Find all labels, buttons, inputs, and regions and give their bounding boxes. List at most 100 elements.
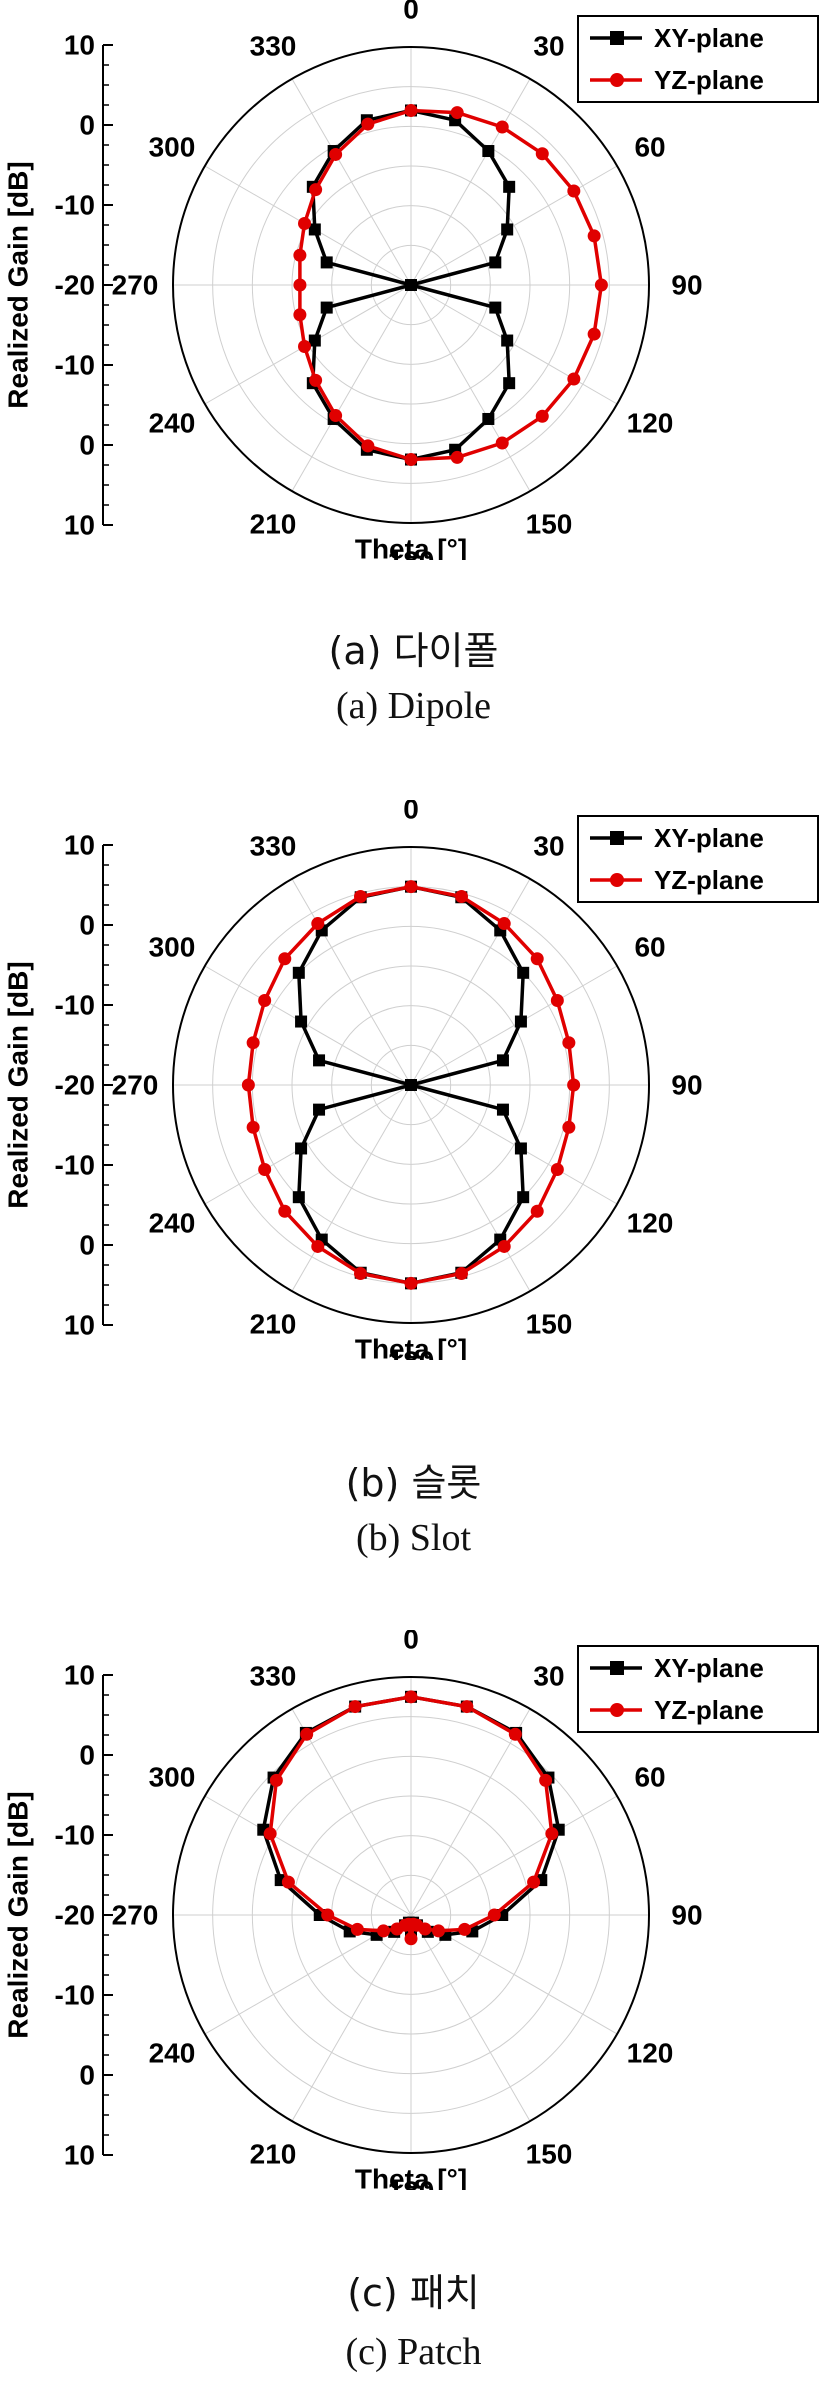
marker-yz-plane [361, 439, 375, 453]
angle-label-180: 180 [388, 546, 435, 561]
legend-marker-yz-plane [610, 73, 624, 87]
radial-tick-label: 0 [79, 1230, 95, 1261]
angle-label-270: 270 [112, 1070, 159, 1101]
grid-spoke [410, 965, 618, 1086]
radial-tick-label: -10 [55, 1980, 95, 2011]
marker-yz-plane [353, 1267, 367, 1281]
polar-chart-dipole: 0 30 60 90 120 150 180 210 240 270 300 330 10 0 -10 -20… [3, 0, 819, 561]
angle-label-150: 150 [526, 1309, 573, 1340]
marker-yz-plane [567, 372, 581, 386]
marker-yz-plane [321, 1908, 335, 1922]
polar-outer-ring [172, 46, 650, 524]
angle-label-30: 30 [533, 30, 564, 61]
radial-tick-label: 0 [79, 2060, 95, 2091]
radial-tick-label: 10 [64, 30, 95, 61]
marker-yz-plane [455, 889, 469, 903]
marker-yz-plane [458, 1922, 472, 1936]
marker-yz-plane [309, 373, 323, 387]
marker-xy-plane [503, 377, 516, 390]
grid-spoke [410, 165, 618, 286]
angle-label-60: 60 [634, 932, 665, 963]
angle-label-150: 150 [526, 509, 573, 540]
radial-tick-label: 10 [64, 2140, 95, 2171]
radial-tick-label: -10 [55, 1820, 95, 1851]
caption-en-slot: (b) Slot [355, 1517, 472, 1559]
marker-yz-plane [497, 1239, 511, 1253]
marker-yz-plane [404, 1932, 418, 1946]
marker-yz-plane [353, 889, 367, 903]
legend-box [577, 815, 819, 903]
legend-label-xy-plane: XY-plane [654, 1653, 764, 1683]
marker-yz-plane [404, 880, 418, 894]
marker-xy-plane [313, 1103, 326, 1116]
series-yz-plane [241, 880, 581, 1290]
marker-yz-plane [562, 1120, 576, 1134]
marker-yz-plane [258, 1162, 272, 1176]
angle-label-120: 120 [627, 2038, 674, 2069]
grid-spoke [204, 965, 412, 1086]
marker-yz-plane [390, 1922, 404, 1936]
legend-box [577, 15, 819, 103]
marker-xy-plane [405, 279, 417, 291]
radial-tick-label: -10 [55, 1150, 95, 1181]
marker-yz-plane [293, 278, 307, 292]
marker-yz-plane [263, 1827, 277, 1841]
radial-tick-label: -10 [55, 990, 95, 1021]
series-yz-plane [293, 103, 608, 467]
angle-label-300: 300 [149, 932, 196, 963]
marker-xy-plane [489, 256, 502, 269]
marker-yz-plane [311, 917, 325, 931]
grid-spoke [291, 1708, 412, 1916]
angle-label-210: 210 [250, 509, 297, 540]
angle-label-150: 150 [526, 2139, 573, 2170]
marker-yz-plane [300, 1727, 314, 1741]
marker-xy-plane [313, 1054, 326, 1067]
legend: XY-plane YZ-plane [577, 815, 819, 903]
radial-tick-label: 10 [64, 1310, 95, 1341]
legend-marker-yz-plane [610, 873, 624, 887]
legend-box [577, 1645, 819, 1733]
marker-yz-plane [450, 450, 464, 464]
radial-tick-label: 0 [79, 910, 95, 941]
radial-tick-label: 0 [79, 430, 95, 461]
marker-xy-plane [320, 256, 333, 269]
radial-tick-label: 10 [64, 1660, 95, 1691]
legend-label-yz-plane: YZ-plane [654, 65, 764, 95]
angle-label-90: 90 [671, 1070, 702, 1101]
legend-marker-xy-plane [610, 831, 624, 845]
grid-spoke [410, 78, 531, 286]
marker-yz-plane [508, 1727, 522, 1741]
marker-yz-plane [587, 327, 601, 341]
legend-marker-xy-plane [610, 31, 624, 45]
series-yz-plane [263, 1690, 559, 1946]
y-axis-title: Realized Gain [dB] [3, 1791, 34, 2038]
angle-label-240: 240 [149, 408, 196, 439]
y-axis-title: Realized Gain [dB] [3, 961, 34, 1208]
marker-yz-plane [497, 917, 511, 931]
caption-en-patch: (c) Patch [345, 2331, 482, 2373]
grid-spoke [410, 1914, 531, 2122]
marker-yz-plane [377, 1924, 391, 1938]
y-axis-title: Realized Gain [dB] [3, 161, 34, 408]
grid-spoke [410, 1084, 531, 1292]
x-axis-title: Theta [°] [355, 534, 467, 561]
angle-label-60: 60 [634, 132, 665, 163]
polar-chart-slot: 0 30 60 90 120 150 180 210 240 270 300 330 10 0 -10 -20… [3, 800, 819, 1361]
marker-xy-plane [482, 412, 495, 425]
angle-label-210: 210 [250, 1309, 297, 1340]
radial-tick-label: -10 [55, 190, 95, 221]
marker-yz-plane [281, 1875, 295, 1889]
marker-yz-plane [404, 453, 418, 467]
marker-yz-plane [530, 1204, 544, 1218]
marker-yz-plane [545, 1827, 559, 1841]
x-axis-title: Theta [°] [355, 2164, 467, 2191]
angle-label-120: 120 [627, 1208, 674, 1239]
x-axis-title: Theta [°] [355, 1334, 467, 1361]
marker-yz-plane [329, 147, 343, 161]
radial-tick-label: 0 [79, 1740, 95, 1771]
marker-yz-plane [298, 217, 312, 231]
marker-xy-plane [405, 1079, 417, 1091]
marker-yz-plane [269, 1773, 283, 1787]
marker-yz-plane [298, 339, 312, 353]
